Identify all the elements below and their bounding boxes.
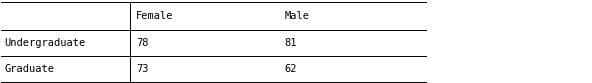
- Text: 81: 81: [284, 38, 297, 48]
- Text: Male: Male: [284, 11, 309, 21]
- Text: Undergraduate: Undergraduate: [4, 38, 85, 48]
- Text: 62: 62: [284, 64, 297, 74]
- Text: 73: 73: [136, 64, 149, 74]
- Text: Female: Female: [136, 11, 173, 21]
- Text: 78: 78: [136, 38, 149, 48]
- Text: Graduate: Graduate: [4, 64, 54, 74]
